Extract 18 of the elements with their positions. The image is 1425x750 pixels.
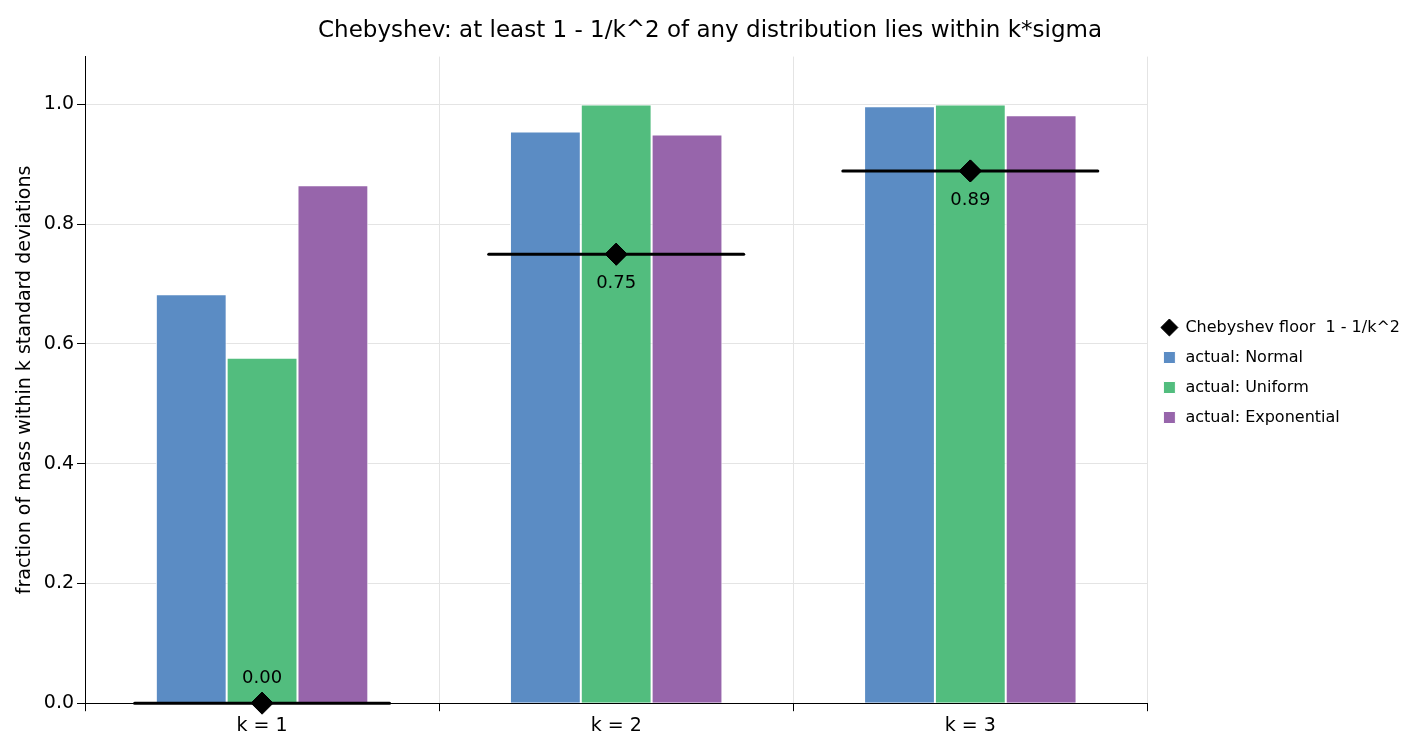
y-tick-label: 0.6 <box>43 330 75 353</box>
y-tick-label: 0.0 <box>43 690 75 713</box>
data-label: 0.00 <box>242 665 283 687</box>
y-axis-title: fraction of mass within k standard deviations <box>12 165 35 595</box>
data-label: 0.75 <box>596 270 637 292</box>
legend-label: actual: Exponential <box>1185 406 1340 426</box>
y-tick-label: 1.0 <box>43 91 75 114</box>
legend-label: actual: Uniform <box>1185 376 1309 396</box>
legend-label: Chebyshev floor 1 - 1/k^2 <box>1185 316 1400 336</box>
legend-label: actual: Normal <box>1185 346 1304 366</box>
x-tick-label: k = 1 <box>236 712 288 735</box>
x-tick-label: k = 2 <box>590 712 642 735</box>
y-tick-label: 0.4 <box>43 450 75 473</box>
y-tick-label: 0.8 <box>43 211 75 234</box>
chart-title: Chebyshev: at least 1 - 1/k^2 of any distribution lies within k*sigma <box>317 15 1103 42</box>
x-tick-label: k = 3 <box>944 712 996 735</box>
y-tick-label: 0.2 <box>43 570 75 593</box>
data-label: 0.89 <box>950 187 991 209</box>
